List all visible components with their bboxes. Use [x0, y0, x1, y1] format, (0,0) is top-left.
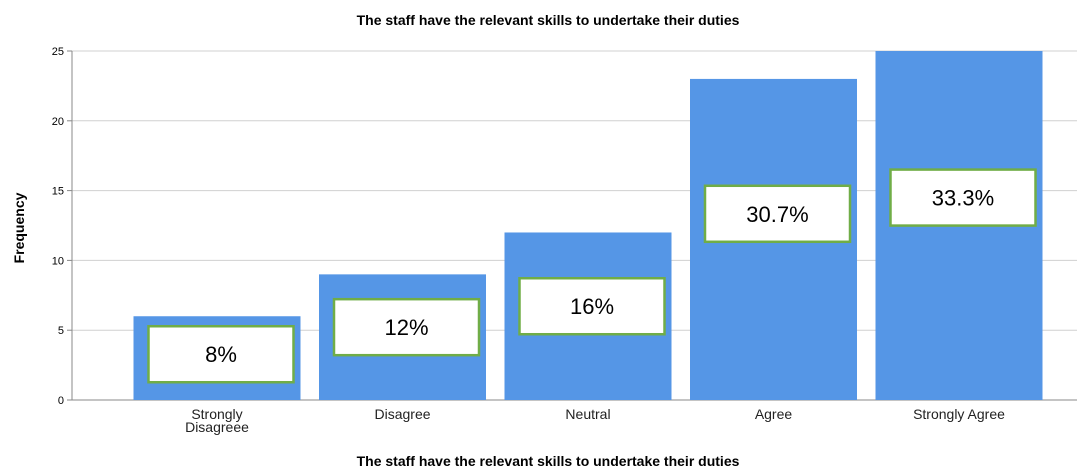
x-tick-label: Agree: [755, 406, 793, 422]
percent-label: 33.3%: [932, 186, 994, 211]
x-tick-label: Strongly Agree: [913, 406, 1005, 422]
percent-label-box: [703, 184, 852, 244]
x-axis-label: The staff have the relevant skills to un…: [357, 453, 740, 469]
percent-label-box: [332, 297, 481, 357]
percent-label: 12%: [384, 315, 428, 340]
x-tick-label: Strongly: [191, 406, 242, 422]
percent-label-box: [147, 324, 295, 384]
x-tick-label: Disagree: [374, 406, 430, 422]
x-tick-label: Disagreee: [185, 419, 249, 435]
y-axis-ticks: 0 5 10 15 20 25: [52, 46, 73, 407]
y-tick-label: 5: [58, 325, 64, 337]
percent-labels: 8% 12% 16% 30.7% 33.3%: [147, 168, 1037, 384]
chart-title: The staff have the relevant skills to un…: [357, 12, 740, 28]
percent-label-box: [889, 168, 1037, 227]
x-tick-label: Neutral: [565, 406, 610, 422]
y-tick-label: 15: [52, 186, 64, 198]
percent-label: 8%: [205, 342, 237, 367]
y-tick-label: 0: [58, 395, 64, 407]
percent-label: 30.7%: [746, 202, 808, 227]
percent-label-box: [518, 276, 666, 336]
percent-label: 16%: [570, 294, 614, 319]
y-axis-label: Frequency: [11, 192, 27, 263]
y-tick-label: 20: [52, 116, 64, 128]
y-tick-label: 25: [52, 46, 64, 58]
y-tick-label: 10: [52, 255, 64, 267]
